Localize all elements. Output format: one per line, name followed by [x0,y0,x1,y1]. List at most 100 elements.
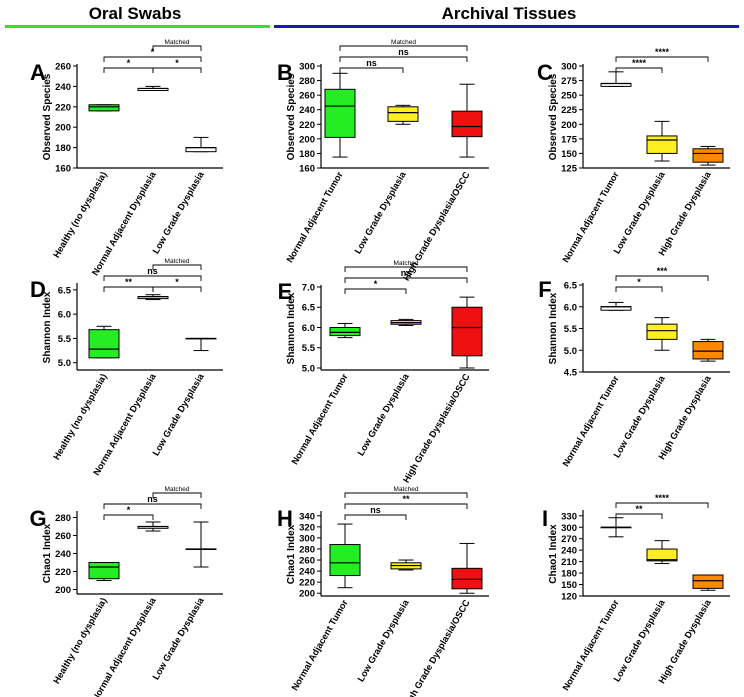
significance-bracket: **** [615,47,709,62]
box-body [451,567,483,590]
y-tick-label: 120 [561,592,577,603]
significance-bracket: **** [615,58,663,73]
category-label: Healthy (no dysplasia) [51,372,108,461]
oral-swabs-underline [5,25,270,28]
bracket-line [103,56,202,62]
panel-letter: E [278,279,293,304]
bracket-label: Matched [394,260,419,267]
box-1 [600,517,632,538]
category-label: Low Grade Dysplasia [151,371,207,457]
y-tick-label: 220 [299,578,315,589]
box-1 [600,301,632,311]
box-2 [646,317,678,351]
y-tick-label: 5.5 [564,324,578,335]
y-tick-label: 180 [561,569,577,580]
y-tick-label: 5.0 [58,358,71,369]
bracket-line [344,266,468,272]
significance-bracket: Matched [344,486,468,498]
box-2 [387,104,419,125]
box-body [646,323,678,340]
y-tick-label: 5.5 [58,334,72,345]
box-body [329,326,361,337]
category-label: Normal Adjacent Tumor [290,372,350,467]
panel-letter: F [538,277,551,302]
y-tick-label: 6.0 [564,302,577,313]
bracket-line [615,275,709,281]
y-tick-label: 220 [299,120,315,131]
y-tick-label: 240 [561,546,577,557]
y-tick-label: 5.0 [564,346,577,357]
bracket-line [615,67,663,73]
y-tick-label: 4.5 [564,368,578,379]
box-body [692,574,724,589]
significance-bracket: Matched [344,260,468,272]
y-tick-label: 175 [561,134,578,145]
category-label: Low Grade Dysplasia [151,169,207,255]
y-tick-label: 160 [55,164,71,175]
significance-bracket: * [103,47,202,62]
bracket-label: Matched [165,486,190,493]
box-3 [692,338,724,362]
category-label: Low Grade Dysplasia [356,371,412,457]
y-tick-label: 6.5 [302,303,316,314]
y-tick-label: 300 [299,62,315,73]
bracket-label: Matched [165,258,190,265]
y-tick-label: 275 [561,76,578,87]
significance-bracket: Matched [339,39,468,51]
box-3 [451,542,483,594]
bracket-label: ns [398,47,409,57]
y-tick-label: 6.5 [564,281,578,292]
y-axis-label: Chao1 Index [548,524,559,584]
bracket-line [152,492,202,498]
bracket-line [615,513,663,519]
y-tick-label: 270 [561,534,577,545]
category-label: High Grade Dysplasia [657,373,714,461]
significance-bracket: ns [344,268,468,283]
box-3 [185,337,217,352]
box-3 [451,296,483,369]
box-body [451,110,483,138]
y-tick-label: 320 [299,522,315,533]
significance-bracket: * [103,505,154,520]
box-body [88,562,120,580]
y-tick-label: 240 [299,567,315,578]
box-3 [451,83,483,158]
bracket-line [339,56,468,62]
y-tick-label: 200 [299,589,315,600]
bracket-label: ns [401,268,412,278]
bracket-label: Matched [165,39,190,46]
bracket-line [339,45,468,51]
bracket-label: * [175,58,179,68]
y-tick-label: 225 [561,105,578,116]
y-tick-label: 150 [561,580,577,591]
bracket-line [344,503,468,509]
oral-swabs-header: Oral Swabs [88,4,182,23]
category-label: Low Grade Dysplasia [151,595,207,681]
category-label: Low Grade Dysplasia [612,373,668,459]
bracket-label: **** [655,47,670,57]
box-body [88,104,120,112]
bracket-line [152,264,202,270]
box-3 [692,574,724,591]
bracket-line [103,503,202,509]
significance-bracket: ns [103,494,202,509]
category-label: Normal Adjacent Tumor [290,598,350,693]
y-tick-label: 180 [55,143,71,154]
y-tick-label: 300 [561,62,577,73]
bracket-label: ns [147,494,158,504]
y-axis-label: Shannon Index [548,292,559,364]
bracket-label: *** [657,266,668,276]
bracket-label: **** [655,493,670,503]
box-3 [692,145,724,166]
y-tick-label: 200 [561,120,577,131]
y-axis-label: Shannon Index [42,291,53,363]
significance-bracket: * [344,279,407,294]
box-1 [329,523,361,589]
significance-bracket: * [615,277,663,292]
